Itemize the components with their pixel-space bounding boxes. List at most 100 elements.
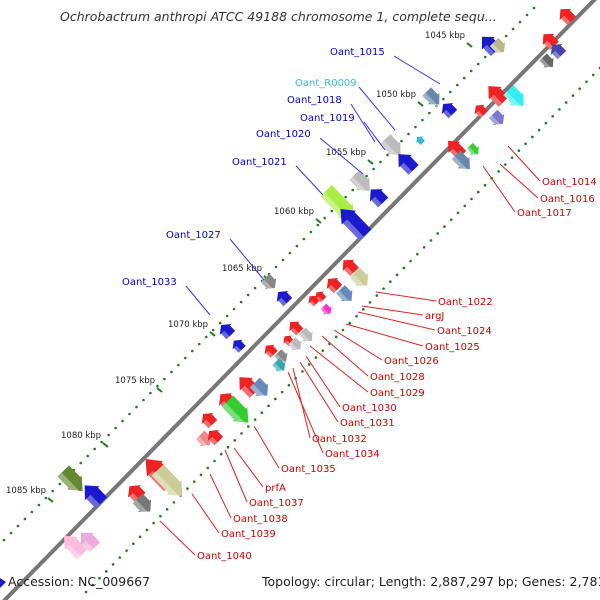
label-oant-1019[interactable]: Oant_1019 <box>300 113 355 124</box>
gene-oant-1035b[interactable] <box>220 394 255 429</box>
label-oant-r0009[interactable]: Oant_R0009 <box>295 78 357 89</box>
label-oant-1034[interactable]: Oant_1034 <box>325 449 380 460</box>
left-tick-dot <box>44 496 48 500</box>
label-oant-1025[interactable]: Oant_1025 <box>425 342 480 353</box>
gene-oant-1014d[interactable] <box>555 4 578 27</box>
label-oant-1031[interactable]: Oant_1031 <box>340 418 395 429</box>
right-tick-dot <box>531 135 534 139</box>
gene-oant-1035b-shine <box>221 402 247 429</box>
gene-oant-1014g[interactable] <box>487 108 508 129</box>
gene-oant-1014b[interactable] <box>546 39 567 60</box>
gene-oant-1021[interactable] <box>348 169 376 197</box>
label-oant-1027[interactable]: Oant_1027 <box>166 230 221 241</box>
label-oant-1024[interactable]: Oant_1024 <box>437 326 492 337</box>
left-tick-dot <box>23 517 27 521</box>
label-oant-1032[interactable]: Oant_1032 <box>312 434 367 445</box>
gene-oant-1022b[interactable] <box>348 266 373 291</box>
rna-oant-r0009[interactable] <box>414 134 427 147</box>
gene-oant-1020-shine <box>380 140 400 160</box>
left-tick-dot <box>79 461 83 465</box>
gene-oant-1027[interactable] <box>259 272 280 293</box>
right-tick-dot <box>544 121 548 125</box>
gene-oant-1025[interactable] <box>319 302 335 318</box>
gene-oant-1032[interactable] <box>261 341 279 359</box>
gene-oant-1018[interactable] <box>421 86 445 110</box>
gene-blue-end[interactable] <box>77 478 108 509</box>
right-tick-dot <box>132 542 135 546</box>
gene-oant-1037[interactable] <box>203 425 224 446</box>
gene-blue-end-shine <box>86 494 100 509</box>
right-tick-dot <box>219 452 223 456</box>
gene-prfa-b[interactable] <box>194 429 215 450</box>
label-oant-1029[interactable]: Oant_1029 <box>370 388 425 399</box>
gene-pink[interactable] <box>57 529 88 560</box>
gene-argj-b[interactable] <box>335 284 358 307</box>
gene-oant-1038b[interactable] <box>150 463 189 503</box>
gene-oant-1034[interactable] <box>233 371 261 399</box>
gene-oant-1022[interactable] <box>338 255 361 278</box>
gene-oant-1026[interactable] <box>305 292 321 308</box>
gene-oant-1017[interactable] <box>466 142 483 159</box>
gene-oant-1033-body <box>219 323 236 340</box>
gene-oant-1040[interactable] <box>131 492 156 517</box>
gene-pink-b[interactable] <box>75 527 102 554</box>
gene-oant-1034b[interactable] <box>248 376 273 401</box>
gene-oant-1021d[interactable] <box>333 202 372 242</box>
label-prfa[interactable]: prfA <box>265 483 286 494</box>
gene-argj[interactable] <box>322 273 343 294</box>
gene-oant-1028[interactable] <box>285 317 305 337</box>
gene-oant-1033b[interactable] <box>229 336 247 354</box>
label-oant-1037[interactable]: Oant_1037 <box>249 498 304 509</box>
label-oant-1033[interactable]: Oant_1033 <box>122 277 177 288</box>
label-oant-1026[interactable]: Oant_1026 <box>384 356 439 367</box>
label-oant-1021[interactable]: Oant_1021 <box>232 157 287 168</box>
label-oant-1022[interactable]: Oant_1022 <box>438 297 493 308</box>
left-tick-dot <box>421 118 424 122</box>
leader-line <box>499 163 539 199</box>
label-oant-1018[interactable]: Oant_1018 <box>287 95 342 106</box>
kbp-tick-mark <box>417 101 424 107</box>
label-oant-1020[interactable]: Oant_1020 <box>256 129 311 140</box>
gene-oant-1014f[interactable] <box>502 84 530 112</box>
right-tick-dot <box>145 528 149 532</box>
label-oant-1039[interactable]: Oant_1039 <box>221 529 276 540</box>
gene-feature[interactable] <box>488 36 509 57</box>
label-oant-1015[interactable]: Oant_1015 <box>330 47 385 58</box>
gene-oant-1027b[interactable] <box>272 286 293 307</box>
gene-oant-1029[interactable] <box>297 326 317 346</box>
label-argj[interactable]: argJ <box>425 311 444 322</box>
label-oant-1017[interactable]: Oant_1017 <box>517 208 572 219</box>
left-tick-dot <box>532 6 536 10</box>
right-tick-dot <box>192 480 196 483</box>
gene-oant-1020b[interactable] <box>392 148 420 176</box>
label-oant-1016[interactable]: Oant_1016 <box>540 194 595 205</box>
gene-oant-1033[interactable] <box>215 319 236 340</box>
gene-oant-1020[interactable] <box>379 133 407 161</box>
gene-oant-1031[interactable] <box>271 357 289 375</box>
label-oant-1035[interactable]: Oant_1035 <box>281 464 336 475</box>
gene-oant-1014e[interactable] <box>482 80 510 108</box>
gene-oant-1040-body <box>132 493 152 512</box>
label-oant-1030[interactable]: Oant_1030 <box>342 403 397 414</box>
partial-gene-marker[interactable] <box>0 578 6 588</box>
label-oant-1038[interactable]: Oant_1038 <box>233 514 288 525</box>
label-oant-1014[interactable]: Oant_1014 <box>542 177 597 188</box>
kbp-tick-layer: 1045 kbp 1050 kbp 1055 kbp 1060 kbp 1065 kbp… <box>2 6 600 594</box>
leader-line <box>209 473 232 519</box>
gene-oant-1014h[interactable] <box>471 101 489 119</box>
gene-oant-1024-shine <box>316 296 323 303</box>
gene-oant-1030b[interactable] <box>287 336 305 354</box>
gene-prfa[interactable] <box>197 408 218 429</box>
gene-oant-1014a[interactable] <box>538 29 561 52</box>
left-tick-dot <box>135 405 138 409</box>
leader-line <box>321 335 369 377</box>
gene-oant-1014c[interactable] <box>538 52 558 72</box>
leader-line <box>253 425 280 469</box>
gene-olive[interactable] <box>56 464 90 498</box>
gene-oant-1019[interactable] <box>437 98 458 119</box>
gene-oant-1016[interactable] <box>450 149 475 175</box>
label-oant-1028[interactable]: Oant_1028 <box>370 372 425 383</box>
label-oant-1040[interactable]: Oant_1040 <box>197 551 252 562</box>
gene-oant-1021b[interactable] <box>364 183 389 208</box>
